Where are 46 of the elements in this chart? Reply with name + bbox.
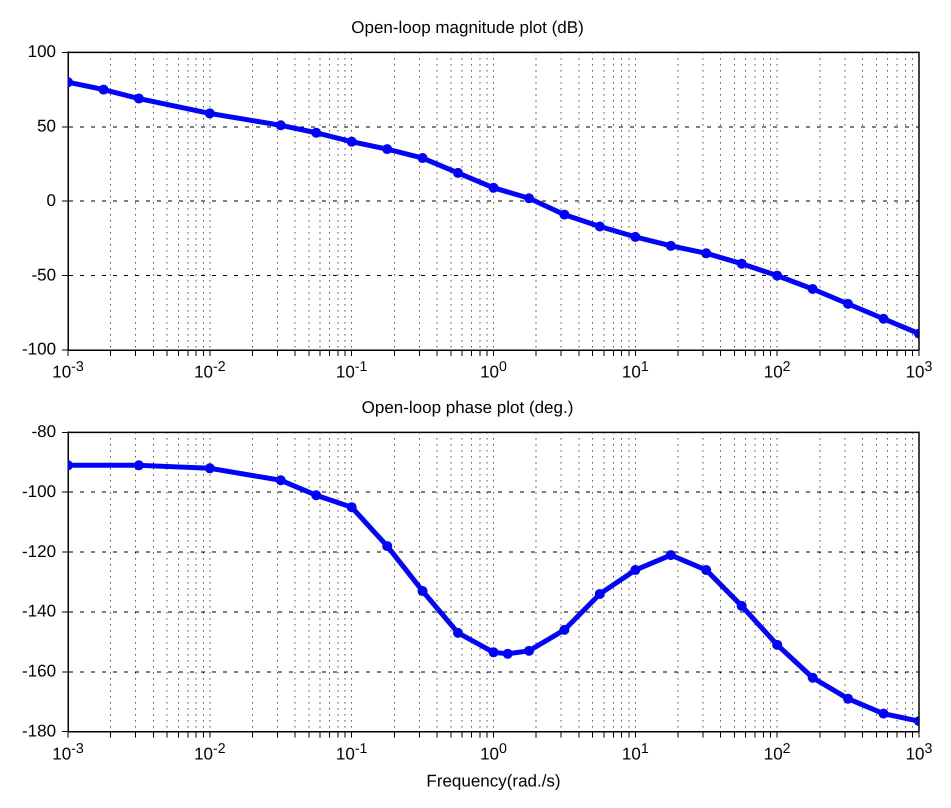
- y-tick-label: -80: [31, 422, 56, 442]
- x-tick-label: 10$^{-2}$: [194, 740, 226, 764]
- x-axis-title: Frequency(rad./s): [426, 771, 561, 790]
- y-tick-label: -140: [22, 602, 56, 621]
- y-tick-label: -50: [31, 265, 56, 284]
- point: [524, 193, 534, 204]
- y-tick-label: 50: [37, 116, 56, 136]
- point: [808, 284, 818, 294]
- point: [701, 248, 712, 258]
- point: [488, 182, 499, 193]
- point: [453, 168, 464, 178]
- point: [382, 144, 392, 154]
- point: [772, 270, 782, 281]
- y-tick-label: -160: [22, 661, 56, 680]
- point: [418, 153, 428, 164]
- chart-title: Open-loop magnitude plot (dB): [351, 18, 584, 37]
- y-tick-label: 100: [28, 42, 56, 62]
- x-tick-label: 10$^{-2}$: [194, 358, 226, 383]
- point: [630, 232, 640, 242]
- x-tick-label: 10$^{3}$: [906, 358, 932, 383]
- y-tick-label: -100: [22, 482, 56, 501]
- x-tick-label: 10$^{-3}$: [52, 740, 84, 764]
- y-tick-label: -100: [22, 340, 56, 359]
- y-tick-label: -120: [22, 542, 56, 561]
- x-tick-label: 10$^{0}$: [480, 740, 507, 764]
- y-tick-label: 0: [46, 190, 56, 210]
- y-tick-label: -180: [22, 721, 56, 740]
- point: [346, 136, 357, 147]
- point: [594, 221, 605, 232]
- x-tick-label: 10$^{1}$: [622, 740, 649, 764]
- x-tick-label: 10$^{-3}$: [52, 358, 84, 383]
- x-tick-label: 10$^{-1}$: [336, 358, 368, 383]
- point: [276, 120, 286, 130]
- x-tick-label: 10$^{0}$: [480, 358, 507, 383]
- x-tick-label: 10$^{2}$: [764, 740, 791, 764]
- chart-title: Open-loop phase plot (deg.): [362, 398, 574, 417]
- x-tick-label: 10$^{-1}$: [336, 740, 368, 764]
- x-tick-label: 10$^{1}$: [622, 358, 649, 383]
- point: [311, 128, 322, 138]
- x-tick-label: 10$^{2}$: [764, 358, 791, 383]
- point: [843, 298, 854, 309]
- point: [559, 210, 570, 220]
- point: [666, 240, 676, 251]
- point: [736, 258, 747, 269]
- x-tick-label: 10$^{3}$: [906, 740, 932, 764]
- point: [878, 314, 889, 324]
